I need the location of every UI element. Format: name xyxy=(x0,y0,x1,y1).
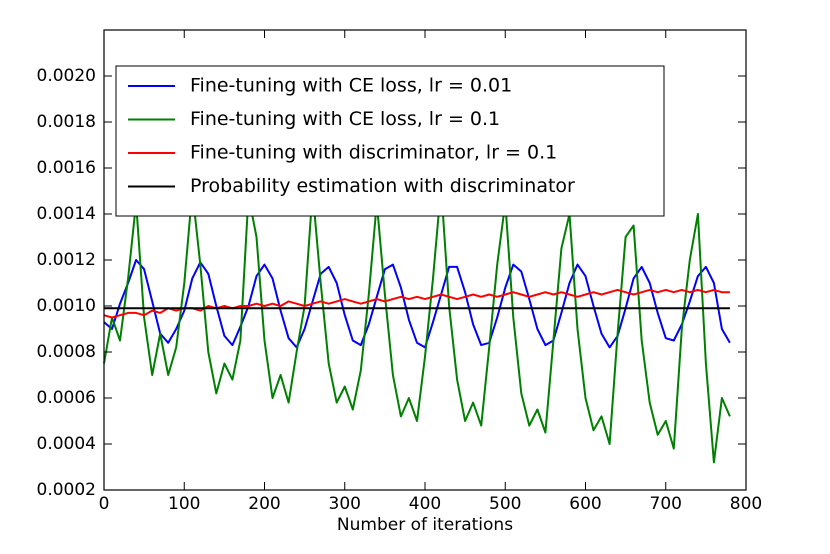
x-tick-label: 600 xyxy=(569,494,601,514)
x-tick-label: 100 xyxy=(168,494,200,514)
legend-box xyxy=(115,65,665,217)
y-tick-label: 0.0016 xyxy=(37,158,96,178)
x-tick-label: 500 xyxy=(489,494,521,514)
y-tick-label: 0.0014 xyxy=(37,204,96,224)
y-tick-label: 0.0020 xyxy=(37,66,96,86)
legend-label: Probability estimation with discriminato… xyxy=(190,175,575,197)
x-axis-label: Number of iterations xyxy=(337,515,513,535)
y-tick-label: 0.0002 xyxy=(37,480,96,500)
legend-label: Fine-tuning with CE loss, lr = 0.01 xyxy=(190,75,512,97)
x-tick-label: 800 xyxy=(730,494,762,514)
y-tick-label: 0.0006 xyxy=(37,388,96,408)
x-tick-label: 700 xyxy=(650,494,682,514)
x-tick-label: 0 xyxy=(99,494,110,514)
series-line xyxy=(103,185,731,464)
x-tick-label: 200 xyxy=(248,494,280,514)
y-tick-label: 0.0004 xyxy=(37,434,96,454)
legend-label: Fine-tuning with discriminator, lr = 0.1 xyxy=(190,142,557,164)
y-tick-label: 0.0018 xyxy=(37,112,96,132)
y-tick-label: 0.0012 xyxy=(37,250,96,270)
x-tick-label: 400 xyxy=(409,494,441,514)
y-tick-label: 0.0008 xyxy=(37,342,96,362)
x-tick-label: 300 xyxy=(329,494,361,514)
series-line xyxy=(103,288,730,319)
legend: Fine-tuning with CE loss, lr = 0.01 Fine-… xyxy=(115,65,665,217)
legend-label: Fine-tuning with CE loss, lr = 0.1 xyxy=(190,108,500,130)
y-tick-label: 0.0010 xyxy=(37,296,96,316)
